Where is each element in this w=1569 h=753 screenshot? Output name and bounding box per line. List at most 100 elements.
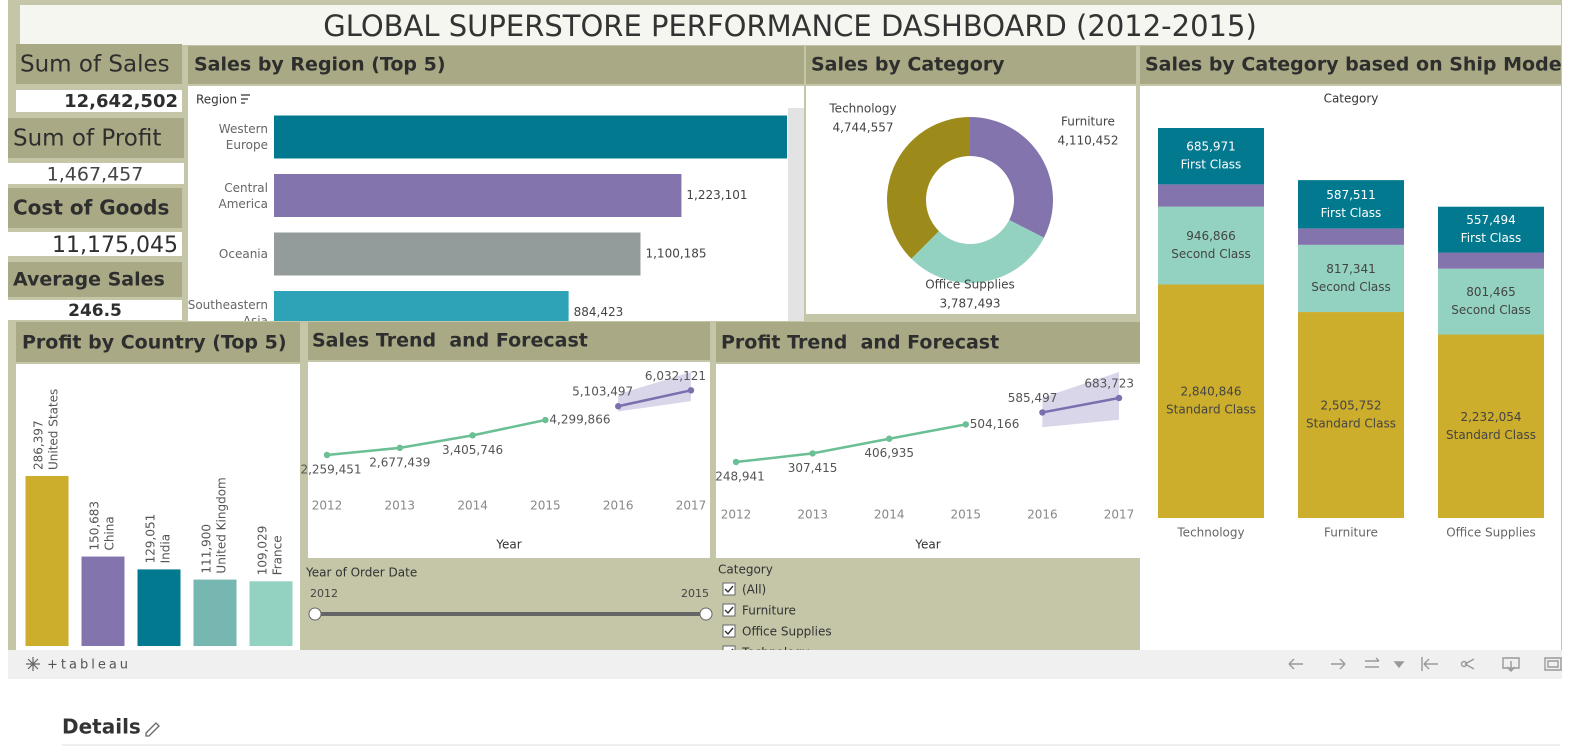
segment-name: First Class xyxy=(1181,158,1242,172)
category-label: Oceania xyxy=(218,247,268,261)
country-chart: 286,397 United States 150,683 China 129,051 I… xyxy=(25,389,293,646)
donut-slice xyxy=(887,117,970,259)
data-label: 406,935 xyxy=(864,446,914,460)
data-label: 1,223,101 xyxy=(686,188,747,202)
revert-icon[interactable] xyxy=(1365,657,1380,668)
slice-label: Office Supplies xyxy=(925,278,1015,292)
data-label: 504,166 xyxy=(970,417,1020,431)
category-label: Southeastern Asia xyxy=(188,297,268,322)
bar-segment xyxy=(1438,252,1544,269)
panel-title: Sales by Category xyxy=(811,54,1005,76)
ship-mode-chart: 2,840,846 Standard Class 946,866 Second Cla… xyxy=(1158,128,1544,540)
dropdown-icon[interactable] xyxy=(1393,661,1405,669)
kpi-label: Sum of Sales xyxy=(20,52,170,78)
bar xyxy=(137,569,181,646)
category-label: United Kingdom xyxy=(215,477,229,573)
segment-value: 801,465 xyxy=(1466,285,1516,299)
category-label: Central America xyxy=(218,180,269,211)
edit-icon[interactable] xyxy=(145,722,160,737)
category-label: United States xyxy=(47,389,61,470)
download-icon[interactable] xyxy=(1502,657,1520,672)
tableau-logo[interactable] xyxy=(26,657,40,671)
data-label: 286,397 xyxy=(32,420,46,470)
panel-header xyxy=(806,46,1136,84)
x-tick-label: 2017 xyxy=(1104,508,1135,522)
category-label: Western Europe xyxy=(218,122,268,152)
data-label: 2,677,439 xyxy=(369,455,430,469)
x-tick-label: Office Supplies xyxy=(1446,526,1536,540)
x-tick-label: 2012 xyxy=(312,499,343,513)
kpi-value: 12,642,502 xyxy=(64,91,178,112)
panel-header xyxy=(716,322,1140,362)
kpi-header xyxy=(8,188,182,228)
sort-icon[interactable] xyxy=(241,94,250,104)
panel-title: Sales Trend and Forecast xyxy=(312,330,588,352)
bar xyxy=(274,115,787,159)
checkbox[interactable] xyxy=(722,645,736,658)
segment-name: Second Class xyxy=(1171,247,1251,261)
data-label: 248,941 xyxy=(715,470,765,484)
region-chart: 1,223,101 1,100,185 884,423 xyxy=(274,115,787,321)
checkmark xyxy=(724,627,734,636)
trend-point xyxy=(1039,409,1046,416)
category-donut: Technology 4,744,557 Furniture 4,110,452 Off… xyxy=(828,102,1118,311)
bar-segment xyxy=(1438,334,1544,518)
profit-trend-chart: 2012 2013 2014 2015 2016 2017 Year 248,941 307,4… xyxy=(715,372,1134,552)
donut-slice xyxy=(911,220,1044,284)
kpi-label: Cost of Goods xyxy=(13,196,169,220)
bar-segment xyxy=(1158,284,1264,518)
panel-header xyxy=(16,322,300,362)
scrollbar[interactable] xyxy=(788,108,804,321)
x-tick-label: 2012 xyxy=(721,508,752,522)
panel-title: Sales by Region (Top 5) xyxy=(194,54,446,76)
data-label: 585,497 xyxy=(1008,391,1058,405)
title-bar xyxy=(20,5,1561,45)
data-label: 4,299,866 xyxy=(549,413,610,427)
x-tick-label: Furniture xyxy=(1324,526,1378,540)
undo-icon[interactable] xyxy=(1288,658,1303,670)
kpi-label: Average Sales xyxy=(13,269,165,291)
checkbox[interactable] xyxy=(722,624,736,638)
trend-point xyxy=(809,450,816,457)
category-filter: Category (All) Furniture Office Supplies Te… xyxy=(718,563,832,658)
x-tick-label: 2013 xyxy=(385,499,416,513)
region-category-labels: Western Europe Central America Oceania Sout… xyxy=(188,86,272,321)
slice-label: Furniture xyxy=(1061,115,1115,129)
filter-title: Category xyxy=(718,563,773,577)
x-tick-label: 2016 xyxy=(1027,508,1058,522)
slice-value: 4,110,452 xyxy=(1057,134,1118,148)
bar xyxy=(81,556,125,646)
bar xyxy=(25,476,69,646)
segment-name: Standard Class xyxy=(1166,403,1256,417)
slider-handle[interactable] xyxy=(308,607,322,621)
segment-name: Second Class xyxy=(1451,303,1531,317)
kpi-label: Sum of Profit xyxy=(13,126,161,152)
data-label: 111,900 xyxy=(200,524,214,574)
redo-icon[interactable] xyxy=(1331,658,1346,670)
trend-point xyxy=(962,421,969,428)
bar-segment xyxy=(1158,128,1264,185)
segment-value: 817,341 xyxy=(1326,262,1376,276)
kpi-header xyxy=(16,44,182,84)
first-icon[interactable] xyxy=(1421,657,1438,671)
data-label: 884,423 xyxy=(574,305,624,319)
checkbox[interactable] xyxy=(722,582,736,596)
data-label: 3,405,746 xyxy=(442,443,503,457)
data-label: 1,100,185 xyxy=(645,247,706,261)
category-label: China xyxy=(103,516,117,550)
checkbox[interactable] xyxy=(722,603,736,617)
x-axis-title: Year xyxy=(914,538,940,552)
fullscreen-icon[interactable] xyxy=(1544,657,1562,671)
trend-point xyxy=(687,387,695,394)
segment-value: 2,505,752 xyxy=(1320,399,1381,413)
segment-value: 2,232,054 xyxy=(1460,410,1521,424)
slider-handle[interactable] xyxy=(699,607,713,621)
data-label: 6,032,121 xyxy=(645,369,706,383)
kpi-value: 1,467,457 xyxy=(47,164,144,186)
donut-slice xyxy=(970,117,1053,238)
data-label: 2,259,451 xyxy=(300,463,361,477)
trend-line xyxy=(1042,396,1120,414)
segment-value: 946,866 xyxy=(1186,229,1236,243)
forecast-band xyxy=(1042,372,1119,428)
